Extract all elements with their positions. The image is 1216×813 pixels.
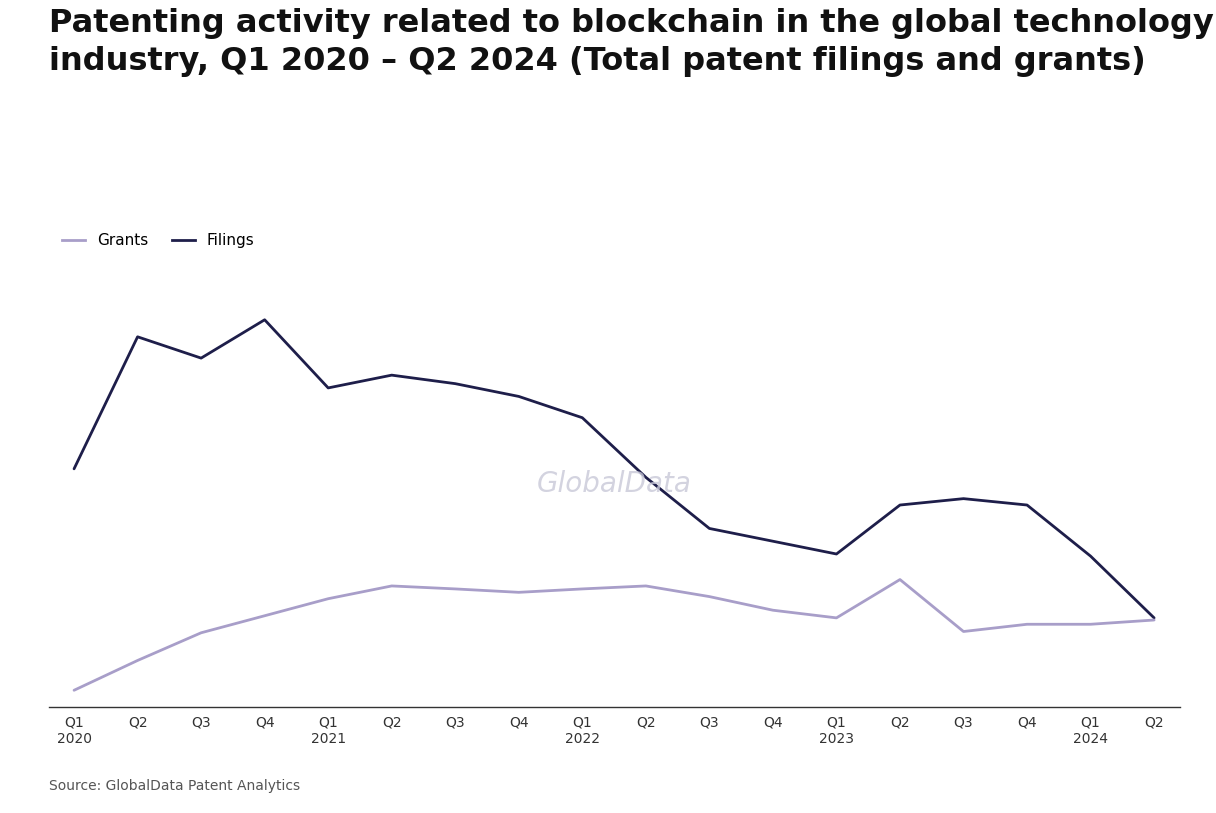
Filings <box>130 332 145 341</box>
Grants <box>1020 620 1035 629</box>
Grants <box>130 655 145 665</box>
Line: Grants: Grants <box>74 580 1154 690</box>
Filings <box>384 370 399 380</box>
Grants <box>1147 615 1161 625</box>
Grants <box>829 613 844 623</box>
Filings <box>1147 613 1161 623</box>
Grants <box>1083 620 1098 629</box>
Filings <box>766 537 781 546</box>
Grants <box>67 685 81 695</box>
Grants <box>384 581 399 591</box>
Filings <box>1020 500 1035 510</box>
Filings <box>193 353 208 363</box>
Text: Patenting activity related to blockchain in the global technology
industry, Q1 2: Patenting activity related to blockchain… <box>49 8 1214 77</box>
Grants <box>638 581 653 591</box>
Filings <box>512 392 527 402</box>
Grants <box>893 575 907 585</box>
Filings <box>702 524 716 533</box>
Grants <box>447 584 462 593</box>
Filings <box>321 383 336 393</box>
Filings <box>893 500 907 510</box>
Filings <box>575 413 590 423</box>
Line: Filings: Filings <box>74 320 1154 618</box>
Filings <box>447 379 462 389</box>
Legend: Grants, Filings: Grants, Filings <box>56 227 260 254</box>
Filings <box>829 549 844 559</box>
Grants <box>512 588 527 598</box>
Grants <box>258 611 272 620</box>
Grants <box>575 584 590 593</box>
Grants <box>766 606 781 615</box>
Filings <box>258 315 272 324</box>
Text: Source: GlobalData Patent Analytics: Source: GlobalData Patent Analytics <box>49 779 300 793</box>
Grants <box>956 627 970 637</box>
Text: GlobalData: GlobalData <box>536 470 692 498</box>
Filings <box>1083 551 1098 561</box>
Filings <box>67 464 81 474</box>
Grants <box>702 592 716 602</box>
Filings <box>956 493 970 503</box>
Grants <box>193 628 208 637</box>
Filings <box>638 472 653 482</box>
Grants <box>321 593 336 603</box>
